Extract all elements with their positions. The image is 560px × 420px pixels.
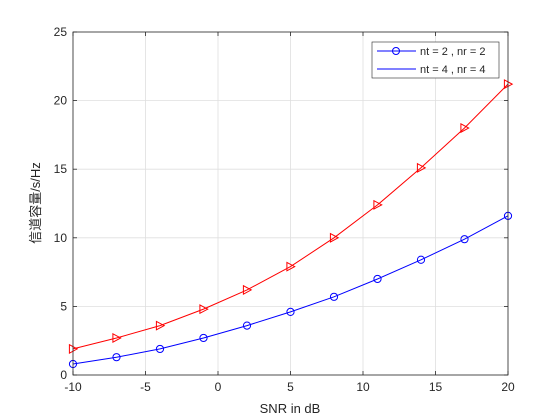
data-point bbox=[199, 333, 208, 343]
data-point bbox=[460, 123, 470, 134]
x-axis-label: SNR in dB bbox=[260, 401, 321, 416]
legend-swatch-marker-1 bbox=[392, 47, 400, 55]
data-point bbox=[286, 307, 295, 316]
data-point bbox=[460, 235, 469, 244]
x-tick-label: 5 bbox=[287, 380, 294, 394]
y-tick-label: 10 bbox=[54, 231, 68, 245]
x-tick-label: -5 bbox=[140, 380, 151, 394]
y-axis-label: 信道容量/s/Hz bbox=[28, 162, 43, 244]
y-tick-label: 15 bbox=[54, 162, 68, 176]
legend-box bbox=[371, 41, 500, 79]
data-point bbox=[373, 199, 383, 210]
series-line-2 bbox=[72, 83, 509, 350]
legend-label-2: nt = 4 , nr = 4 bbox=[420, 64, 485, 76]
x-tick-label: 10 bbox=[356, 380, 370, 394]
series-line-1 bbox=[72, 215, 509, 365]
data-point bbox=[199, 304, 209, 315]
data-point bbox=[286, 261, 296, 272]
legend: nt = 2 , nr = 2 nt = 4 , nr = 4 bbox=[371, 41, 500, 79]
data-point bbox=[373, 274, 382, 284]
data-point bbox=[242, 284, 253, 295]
data-point bbox=[155, 344, 165, 354]
series-layer bbox=[68, 79, 514, 369]
data-point bbox=[242, 321, 252, 330]
legend-label-1: nt = 2 , nr = 2 bbox=[420, 46, 485, 58]
x-tick-label: 20 bbox=[501, 380, 515, 394]
data-point bbox=[329, 232, 340, 243]
data-point bbox=[416, 255, 426, 264]
data-point bbox=[112, 332, 122, 343]
x-tick-label: 0 bbox=[215, 380, 222, 394]
data-point bbox=[112, 353, 121, 362]
y-tick-label: 0 bbox=[60, 368, 67, 382]
data-point bbox=[416, 162, 427, 173]
y-tick-label: 5 bbox=[60, 299, 67, 313]
x-tick-label: 15 bbox=[429, 380, 443, 394]
x-tick-label: -10 bbox=[64, 380, 82, 394]
data-point bbox=[329, 292, 339, 301]
y-tick-label: 25 bbox=[54, 25, 68, 39]
ticks: -10 -5 0 5 10 15 20 0 5 10 15 20 25 bbox=[54, 25, 515, 394]
y-tick-label: 20 bbox=[54, 94, 68, 108]
data-point bbox=[155, 320, 166, 331]
